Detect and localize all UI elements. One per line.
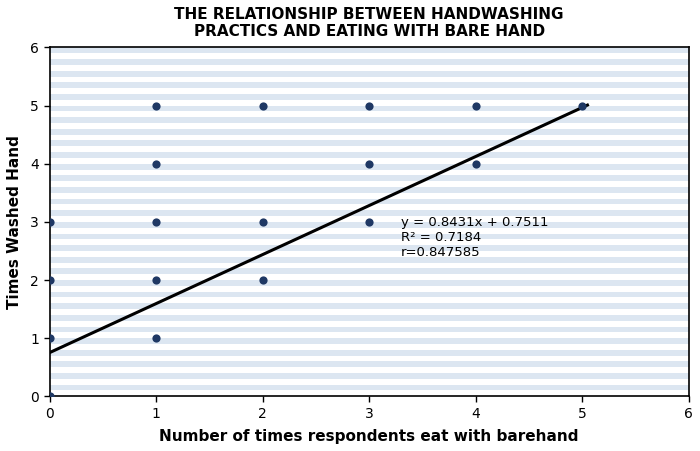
Point xyxy=(470,102,481,109)
Bar xyxy=(50,158,689,164)
Point xyxy=(150,218,162,226)
Bar xyxy=(50,204,689,210)
Bar xyxy=(50,344,689,350)
Point xyxy=(150,160,162,167)
X-axis label: Number of times respondents eat with barehand: Number of times respondents eat with bar… xyxy=(160,429,579,444)
Point xyxy=(44,393,55,400)
Bar xyxy=(50,216,689,222)
Bar xyxy=(50,262,689,268)
Bar xyxy=(50,286,689,292)
Bar xyxy=(50,309,689,315)
Bar xyxy=(50,239,689,245)
Bar xyxy=(50,146,689,152)
Point xyxy=(257,102,268,109)
Bar xyxy=(50,228,689,234)
Bar xyxy=(50,391,689,396)
Bar xyxy=(50,321,689,327)
Bar xyxy=(50,379,689,385)
Point xyxy=(577,102,588,109)
Point xyxy=(363,160,374,167)
Text: y = 0.8431x + 0.7511
R² = 0.7184
r=0.847585: y = 0.8431x + 0.7511 R² = 0.7184 r=0.847… xyxy=(401,216,549,259)
Point xyxy=(363,102,374,109)
Point xyxy=(150,276,162,284)
Bar xyxy=(50,65,689,71)
Bar xyxy=(50,88,689,94)
Bar xyxy=(50,111,689,117)
Point xyxy=(470,160,481,167)
Bar xyxy=(50,274,689,280)
Bar xyxy=(50,170,689,175)
Bar xyxy=(50,367,689,373)
Point xyxy=(363,218,374,226)
Point xyxy=(257,276,268,284)
Title: THE RELATIONSHIP BETWEEN HANDWASHING
PRACTICS AND EATING WITH BARE HAND: THE RELATIONSHIP BETWEEN HANDWASHING PRA… xyxy=(174,7,564,39)
Bar xyxy=(50,332,689,338)
Bar xyxy=(50,53,689,59)
Bar xyxy=(50,123,689,129)
Bar xyxy=(50,77,689,83)
Point xyxy=(44,335,55,342)
Y-axis label: Times Washed Hand: Times Washed Hand xyxy=(7,135,22,309)
Point xyxy=(257,218,268,226)
Point xyxy=(44,276,55,284)
Bar xyxy=(50,251,689,257)
Bar xyxy=(50,135,689,140)
Point xyxy=(150,102,162,109)
Point xyxy=(44,218,55,226)
Bar xyxy=(50,355,689,361)
Bar xyxy=(50,100,689,106)
Bar xyxy=(50,181,689,187)
Bar xyxy=(50,298,689,303)
Bar xyxy=(50,193,689,198)
Point xyxy=(150,335,162,342)
